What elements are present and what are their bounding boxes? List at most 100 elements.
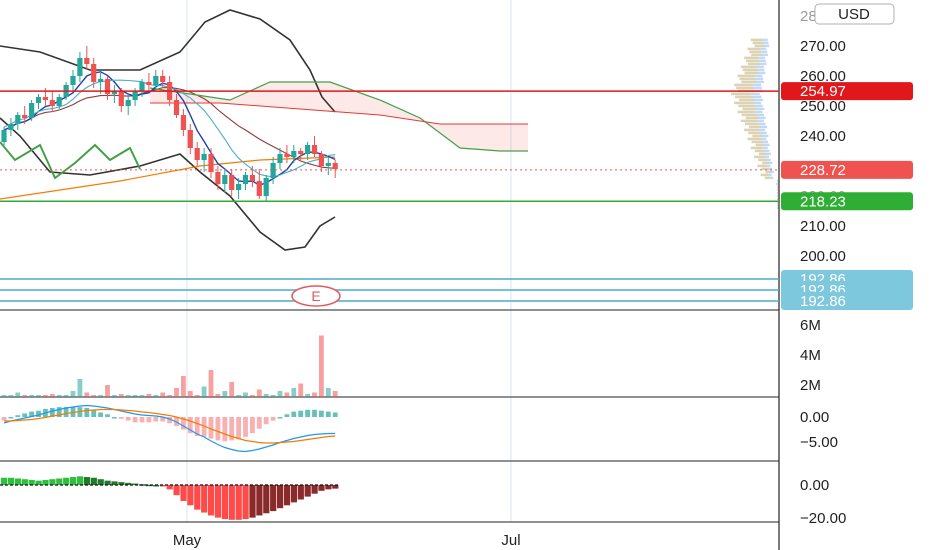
volume-bar: [201, 386, 207, 397]
profile-bar: [752, 41, 764, 45]
volume-bar: [187, 391, 193, 397]
profile-bar: [742, 107, 758, 111]
oscillator-bar: [159, 485, 166, 487]
volume-bar: [277, 391, 283, 397]
profile-bar: [745, 122, 759, 126]
candle-body: [187, 130, 193, 148]
oscillator-bar: [311, 485, 318, 494]
oscillator-bar: [1, 477, 8, 485]
candle-body: [139, 82, 145, 91]
candle-body: [208, 154, 214, 172]
macd-histogram-bar: [125, 417, 131, 421]
volume-bar: [105, 385, 110, 397]
candle-body: [270, 163, 276, 178]
profile-bar: [742, 68, 758, 72]
candle-body: [132, 91, 138, 100]
oscillator-bar: [70, 477, 77, 485]
oscillator-bar: [7, 477, 15, 485]
macd-histogram-bar: [112, 417, 117, 419]
oscillator-bar: [283, 485, 291, 506]
profile-bar: [741, 113, 757, 117]
candle-body: [153, 76, 159, 85]
profile-bar: [734, 83, 753, 87]
macd-histogram-bar: [8, 417, 14, 419]
oscillator-bar: [111, 481, 118, 485]
macd-histogram-bar: [298, 410, 304, 417]
macd-histogram-bar: [270, 417, 276, 421]
volume-bar: [125, 395, 131, 397]
support-tag-bg: [781, 192, 913, 211]
volume-bar: [256, 389, 262, 397]
oscillator-bar: [42, 479, 49, 485]
volume-bar: [243, 392, 248, 397]
volume-bar: [77, 379, 83, 397]
lagging-span-line: [0, 141, 141, 180]
oscillator-bar: [290, 485, 297, 503]
long-ma-line: [0, 156, 336, 200]
profile-bar: [735, 95, 753, 99]
profile-bar: [751, 53, 763, 57]
profile-bar: [737, 74, 755, 78]
profile-bar: [760, 173, 769, 177]
candle-body: [1, 130, 7, 142]
profile-bar: [750, 146, 763, 150]
profile-bar: [777, 185, 778, 189]
profile-bar: [776, 182, 778, 186]
macd-histogram-bar: [56, 407, 62, 417]
volume-bar: [43, 395, 48, 397]
price-axis[interactable]: 270.00260.00250.00240.00210.00200.00280.…: [800, 8, 846, 265]
profile-bar: [754, 44, 765, 48]
candle-body: [56, 97, 62, 106]
volume-bar: [332, 391, 338, 397]
horizontal-levels[interactable]: [0, 90, 779, 302]
earnings-marker[interactable]: E: [291, 285, 341, 307]
oscillator-bar: [325, 485, 332, 490]
profile-bar: [740, 119, 757, 123]
profile-bar: [740, 65, 757, 69]
y-tick-label: 270.00: [800, 38, 846, 55]
volume-bar: [325, 388, 331, 397]
oscillator-bar: [21, 479, 28, 485]
current-price-tag-label: 228.72: [800, 162, 846, 179]
profile-bar: [746, 59, 760, 63]
profile-bar: [777, 203, 778, 207]
macd-pane: 0.00 −5.00: [1, 404, 838, 453]
oscillator-bar: [83, 477, 90, 485]
macd-histogram-bar: [187, 417, 193, 434]
y-tick-label: 240.00: [800, 128, 846, 145]
macd-histogram-bar: [291, 411, 297, 417]
candle-body: [98, 79, 104, 82]
profile-bar: [731, 92, 751, 96]
macd-histogram-bar: [325, 411, 331, 417]
profile-bar: [749, 125, 762, 129]
profile-bar: [745, 116, 760, 120]
profile-bar: [738, 104, 755, 108]
macd-histogram-bar: [98, 412, 103, 417]
volume-bar: [139, 395, 145, 397]
candle-body: [125, 100, 131, 106]
oscillator-pane: 0.00 −20.00: [0, 476, 846, 527]
level-tag-label: 192.86: [800, 293, 846, 310]
volume-bar: [270, 395, 276, 397]
oscillator-bar: [208, 485, 215, 516]
candle-body: [263, 178, 269, 196]
currency-button[interactable]: USD: [814, 3, 895, 25]
candle-body: [118, 91, 124, 106]
volume-bar: [167, 395, 172, 397]
volume-bar: [305, 394, 310, 397]
macd-histogram-bar: [201, 417, 207, 437]
profile-bar: [744, 128, 759, 132]
candle-body: [180, 115, 186, 130]
grid-lines: [0, 0, 780, 550]
oscillator-bar: [166, 485, 173, 490]
profile-bar: [764, 176, 771, 180]
profile-bar: [750, 38, 763, 42]
candle-body: [146, 82, 152, 85]
indicator-fills: [150, 82, 528, 151]
oscillator-bar: [297, 485, 304, 500]
oscillator-bar: [118, 482, 125, 485]
profile-bar: [749, 50, 762, 54]
profile-bar: [777, 194, 778, 198]
profile-bar: [741, 80, 757, 84]
